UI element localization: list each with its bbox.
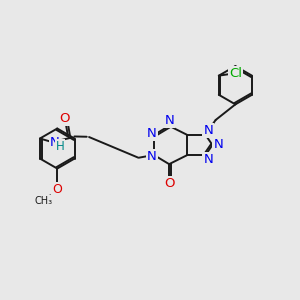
Text: H: H [56, 140, 64, 153]
Text: N: N [164, 114, 174, 127]
Text: N: N [203, 153, 213, 166]
Text: CH₃: CH₃ [34, 196, 52, 206]
Text: N: N [213, 138, 223, 151]
Text: N: N [147, 127, 157, 140]
Text: N: N [203, 124, 213, 137]
Text: N: N [50, 136, 59, 149]
Text: Cl: Cl [230, 67, 242, 80]
Text: N: N [147, 150, 157, 163]
Text: O: O [59, 112, 70, 125]
Text: O: O [52, 183, 62, 196]
Text: O: O [164, 177, 174, 190]
